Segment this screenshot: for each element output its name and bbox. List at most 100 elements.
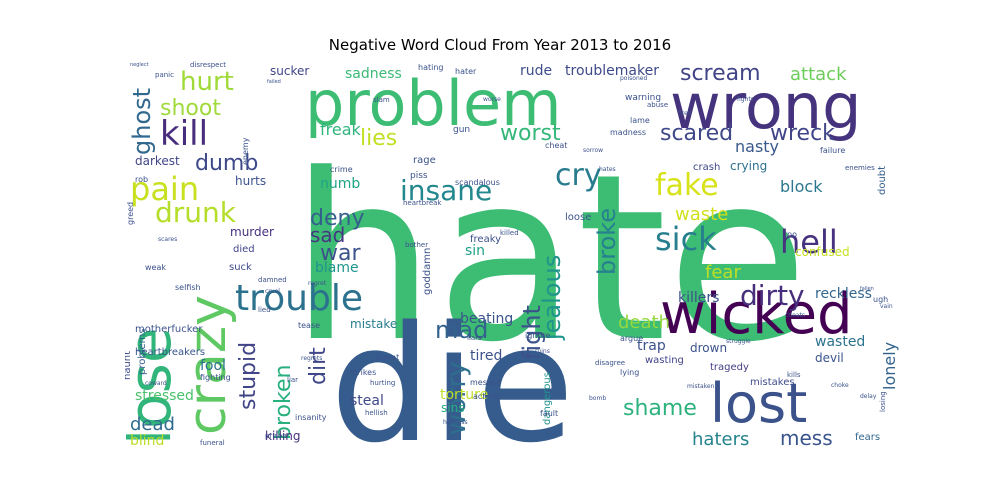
word-jealous: jealous <box>538 255 566 341</box>
word-po: po <box>787 230 797 239</box>
word-lose: lose <box>125 327 184 445</box>
word-confused: confused <box>795 245 850 259</box>
word-mad: mad <box>435 316 488 344</box>
word-scared: scared <box>660 121 733 146</box>
word-beating: beating <box>460 311 513 327</box>
word-steal: steal <box>350 393 384 409</box>
word-killers: killers <box>678 290 719 306</box>
word-darkest: darkest <box>135 154 180 168</box>
word-threat: threat <box>375 353 399 362</box>
word-sin: sin <box>465 243 485 259</box>
word-killed: killed <box>500 229 519 237</box>
word-trouble: trouble <box>235 278 363 319</box>
word-dirt: dirt <box>306 347 331 385</box>
word-crime: crime <box>330 165 353 174</box>
word-mistakes: mistakes <box>750 377 795 388</box>
word-tease: tease <box>298 321 320 330</box>
word-war: war <box>320 241 361 266</box>
word-strikes: strikes <box>350 368 376 377</box>
word-fool: fool <box>200 358 226 374</box>
word-dirty: dirty <box>740 279 805 312</box>
word-problems: problems <box>137 328 148 375</box>
word-attack: attack <box>790 64 847 85</box>
word-hater: hater <box>455 67 477 76</box>
word-fights: fights <box>737 96 754 103</box>
word-bother: bother <box>405 241 428 249</box>
word-fight: fight <box>518 305 546 360</box>
word-fake: fake <box>655 168 719 203</box>
word-madness: madness <box>610 128 646 137</box>
word-kills: kills <box>787 371 801 379</box>
word-piss: piss <box>410 171 428 181</box>
word-rage: rage <box>413 155 436 166</box>
word-wreck: wreck <box>770 121 835 146</box>
word-crying: crying <box>730 159 767 173</box>
word-torture: torture <box>440 387 488 403</box>
word-abuse: abuse <box>647 101 668 109</box>
word-lonely: lonely <box>880 342 899 390</box>
word-argue: argue <box>620 334 643 343</box>
word-mistake: mistake <box>350 317 397 331</box>
word-kill: kill <box>160 114 208 154</box>
word-worst: worst <box>500 121 561 146</box>
word-worse: worse <box>483 96 501 103</box>
word-troublemaker: troublemaker <box>565 63 659 79</box>
word-rob: rob <box>135 175 148 184</box>
word-scandalous: scandalous <box>455 178 500 187</box>
word-reckless: reckless <box>815 286 872 302</box>
word-shoot: shoot <box>160 96 221 121</box>
word-drunk: drunk <box>155 196 237 229</box>
word-trap: trap <box>637 338 666 354</box>
word-disrespect: disrespect <box>190 61 226 69</box>
word-messed: messed <box>470 378 501 387</box>
word-lost: lost <box>710 372 807 435</box>
word-disagree: disagree <box>595 359 625 367</box>
word-ignore: ignore <box>525 331 550 340</box>
word-failure: failure <box>820 146 845 155</box>
word-helpless: helpless <box>443 419 468 426</box>
word-tired: tired <box>470 348 502 364</box>
word-lying: lying <box>620 368 639 377</box>
word-fault: fault <box>540 409 558 418</box>
chart-title: Negative Word Cloud From Year 2013 to 20… <box>328 36 672 54</box>
word-sins: sins <box>441 401 464 415</box>
word-heartbreakers: heartbreakers <box>135 347 205 358</box>
word-cheats: cheats <box>785 312 805 319</box>
word-cruel: cruel <box>265 288 280 295</box>
word-died: died <box>233 244 255 255</box>
word-dangerous: dangerous <box>542 372 553 425</box>
word-warning: warning <box>625 93 661 103</box>
word-lame: lame <box>630 116 650 125</box>
word-mess: mess <box>780 426 833 450</box>
word-coward: coward <box>145 380 167 387</box>
word-neglect: neglect <box>130 62 149 68</box>
word-choke: choke <box>831 382 849 389</box>
word-vain: vain <box>880 303 893 310</box>
word-wasting: wasting <box>645 355 684 366</box>
word-killing: killing <box>265 429 301 443</box>
word-gun: gun <box>453 125 470 135</box>
word-sorrow: sorrow <box>583 147 603 154</box>
word-tragedy: tragedy <box>710 362 749 373</box>
word-wrong: wrong <box>670 70 861 143</box>
word-shame: shame <box>623 396 697 421</box>
word-ugh: ugh <box>873 295 888 304</box>
word-struggle: struggle <box>726 338 751 345</box>
word-weak: weak <box>145 263 166 272</box>
word-ghost: ghost <box>128 88 156 155</box>
word-fear: fear <box>705 262 741 283</box>
word-crash: crash <box>693 162 720 173</box>
word-haunt: haunt <box>125 351 133 380</box>
word-worry: worry <box>442 362 472 435</box>
word-fired: fired <box>678 110 692 117</box>
word-freaky: freaky <box>470 234 501 245</box>
word-failed: failed <box>267 79 281 85</box>
word-stressed: stressed <box>135 388 194 404</box>
word-funeral: funeral <box>200 439 225 447</box>
word-liar: liar <box>287 376 298 384</box>
word-damned: damned <box>258 276 287 284</box>
word-lies: lies <box>360 126 397 151</box>
word-sadness: sadness <box>345 66 402 82</box>
word-selfish: selfish <box>175 283 201 292</box>
